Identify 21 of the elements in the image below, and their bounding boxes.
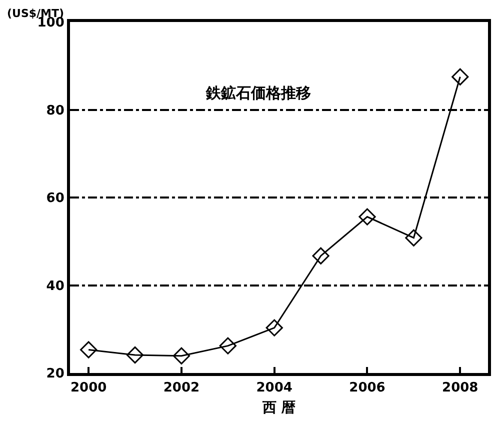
y-axis-title: (US$/MT): [7, 7, 64, 20]
point: [219, 337, 236, 354]
x-axis-title: 西 暦: [262, 400, 296, 416]
x-tick-label: 2008: [442, 380, 478, 396]
point: [312, 247, 330, 264]
x-tick-label: 2002: [163, 380, 200, 396]
point: [80, 341, 98, 358]
y-tick-label: 60: [46, 191, 64, 206]
x-tick-label: 2000: [70, 380, 107, 396]
point: [405, 229, 422, 246]
y-tick-label: 40: [46, 278, 64, 294]
x-tick-label: 2006: [349, 380, 386, 396]
point: [358, 208, 376, 226]
text: 鉄鉱石価格推移: [205, 84, 311, 102]
point: [452, 68, 469, 86]
point: [172, 347, 190, 364]
point: [266, 319, 283, 336]
point: [126, 346, 144, 364]
y-tick-label: 80: [46, 103, 64, 118]
x-tick-label: 2004: [256, 380, 292, 396]
y-tick-label: 20: [46, 366, 64, 382]
